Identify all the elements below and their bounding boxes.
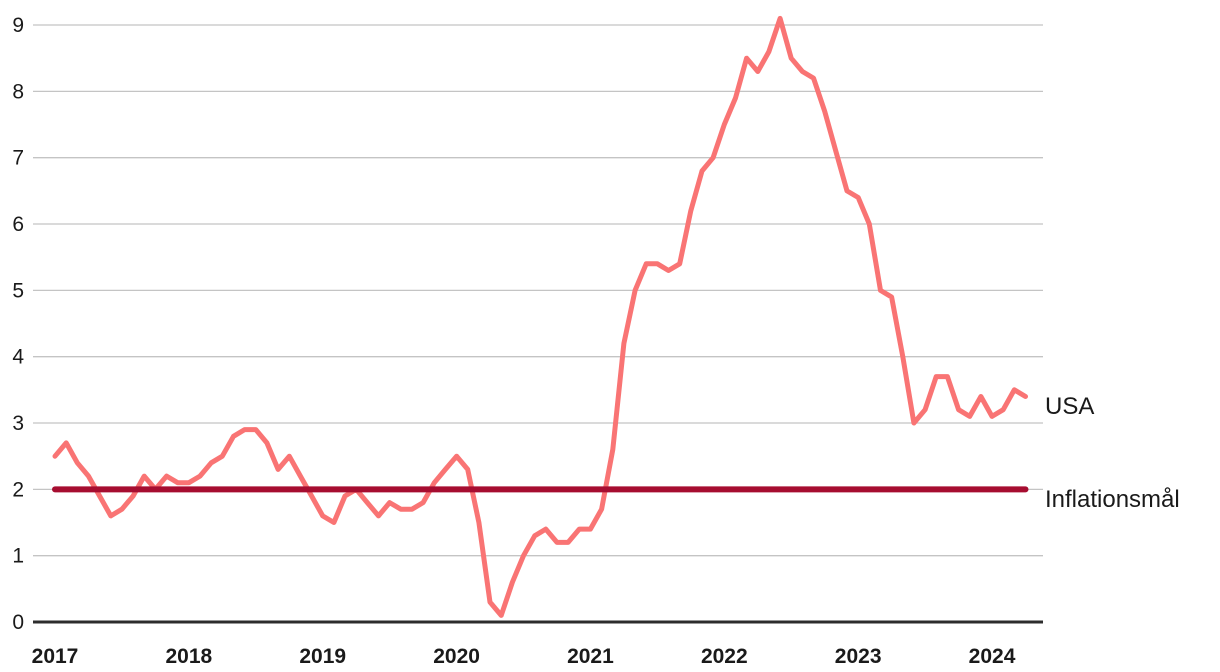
- y-axis-tick-label: 6: [12, 213, 24, 236]
- x-axis-tick-label: 2024: [969, 645, 1016, 668]
- series-label-inflation-target: Inflationsmål: [1045, 486, 1180, 513]
- x-axis-tick-label: 2020: [433, 645, 480, 668]
- x-axis-tick-label: 2021: [567, 645, 614, 668]
- y-axis-tick-label: 8: [12, 80, 24, 103]
- y-axis-tick-label: 7: [12, 147, 24, 170]
- y-axis-tick-label: 1: [12, 545, 24, 568]
- y-axis-tick-label: 9: [12, 14, 24, 37]
- x-axis-tick-label: 2018: [166, 645, 213, 668]
- y-axis-tick-label: 4: [12, 346, 24, 369]
- x-axis-tick-label: 2022: [701, 645, 748, 668]
- x-axis-tick-label: 2017: [32, 645, 79, 668]
- x-axis-tick-label: 2019: [299, 645, 346, 668]
- y-axis-tick-label: 3: [12, 412, 24, 435]
- x-axis-tick-label: 2023: [835, 645, 882, 668]
- series-label-usa: USA: [1045, 393, 1095, 420]
- usa-line: [52, 15, 1028, 618]
- y-axis-tick-label: 5: [12, 279, 24, 302]
- y-axis-tick-label: 2: [12, 478, 24, 501]
- y-axis-tick-label: 0: [12, 611, 24, 634]
